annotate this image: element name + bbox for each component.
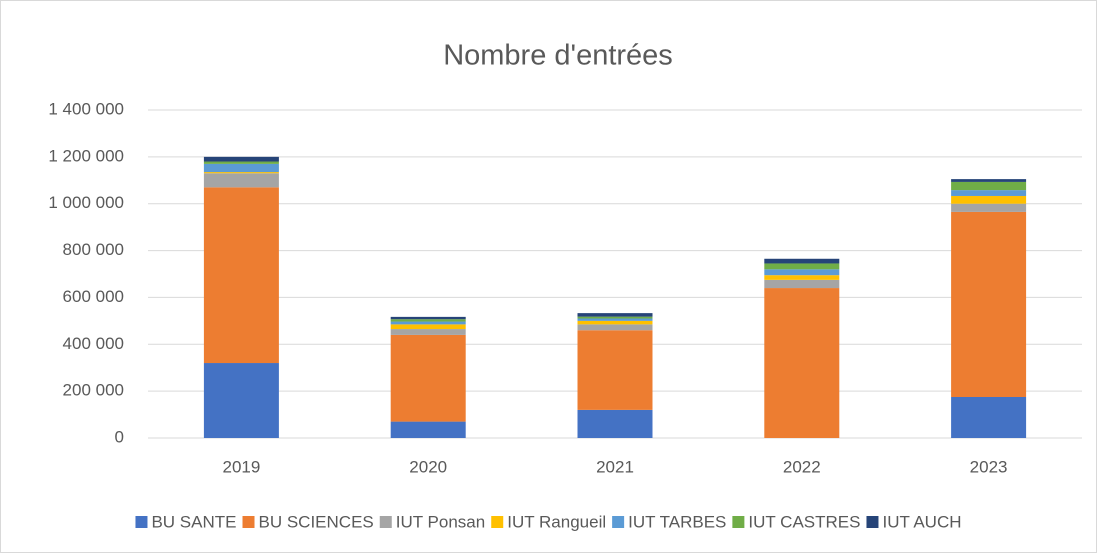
bar-segment: [951, 203, 1027, 212]
x-tick-label: 2022: [783, 457, 821, 476]
bar-segment: [203, 172, 279, 174]
bar-segment: [390, 319, 466, 322]
legend-label: IUT AUCH: [882, 512, 961, 531]
bar-segment: [577, 316, 653, 319]
bar-segment: [577, 330, 653, 410]
legend-swatch: [135, 516, 148, 528]
y-tick-label: 600 000: [63, 287, 124, 306]
bar-segment: [951, 181, 1027, 191]
bar-segment: [203, 156, 279, 162]
bar-segment: [390, 421, 466, 438]
bar-segment: [203, 163, 279, 173]
bar-segment: [764, 263, 840, 270]
bar-segment: [951, 190, 1027, 196]
bar-segment: [577, 320, 653, 325]
legend-label: BU SANTE: [151, 512, 236, 531]
bar-segment: [390, 329, 466, 335]
legend-swatch: [379, 516, 392, 528]
bar-segment: [764, 288, 840, 438]
x-tick-label: 2019: [222, 457, 260, 476]
legend-label: IUT TARBES: [628, 512, 726, 531]
y-tick-label: 0: [115, 427, 124, 446]
bar-segment: [951, 195, 1027, 204]
x-tick-label: 2020: [409, 457, 447, 476]
bar-segment: [577, 409, 653, 438]
bar-segment: [390, 316, 466, 320]
y-tick-label: 800 000: [63, 240, 124, 259]
y-tick-label: 400 000: [63, 334, 124, 353]
y-tick-label: 200 000: [63, 381, 124, 400]
bar-segment: [203, 363, 279, 438]
legend-label: IUT Rangueil: [507, 512, 606, 531]
y-tick-label: 1 200 000: [48, 146, 124, 165]
chart-title: Nombre d'entrées: [443, 40, 673, 72]
bar-segment: [764, 279, 840, 289]
y-tick-label: 1 000 000: [48, 193, 124, 212]
legend-label: BU SCIENCES: [259, 512, 374, 531]
bar-segment: [951, 397, 1027, 438]
bar-segment: [577, 313, 653, 317]
bar-segment: [390, 324, 466, 330]
legend-swatch: [732, 516, 745, 528]
legend-swatch: [242, 516, 255, 528]
y-tick-label: 1 400 000: [48, 99, 124, 118]
bar-segment: [577, 318, 653, 321]
legend-swatch: [491, 516, 504, 528]
bar-segment: [577, 324, 653, 331]
legend-label: IUT Ponsan: [396, 512, 485, 531]
bar-segment: [390, 321, 466, 325]
bar-segment: [203, 187, 279, 364]
legend-label: IUT CASTRES: [748, 512, 860, 531]
legend-swatch: [612, 516, 625, 528]
bar-segment: [390, 334, 466, 422]
x-tick-label: 2021: [596, 457, 634, 476]
bar-segment: [203, 161, 279, 164]
x-tick-label: 2023: [970, 457, 1008, 476]
legend-swatch: [866, 516, 879, 528]
bar-segment: [951, 179, 1027, 182]
bar-segment: [951, 211, 1027, 397]
bar-segment: [764, 258, 840, 264]
bar-segment: [764, 269, 840, 276]
bar-segment: [203, 173, 279, 188]
bar-segment: [764, 275, 840, 280]
